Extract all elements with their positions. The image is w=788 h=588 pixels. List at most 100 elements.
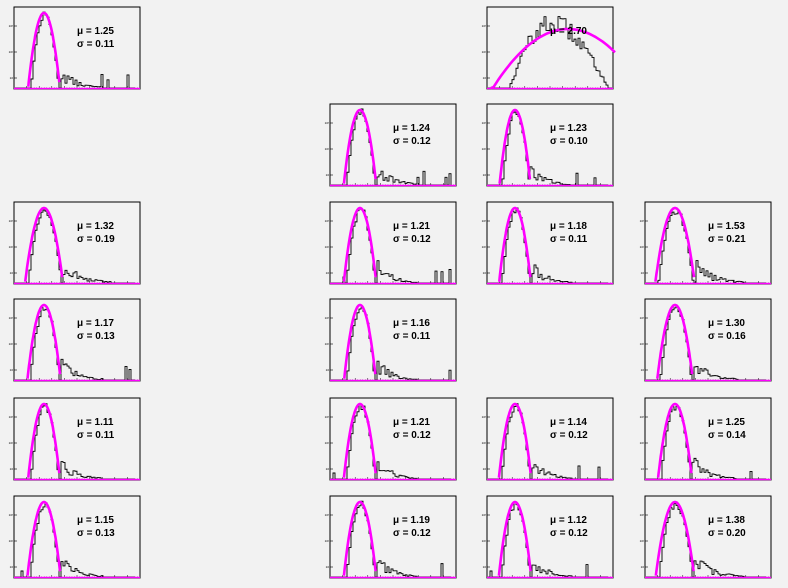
y-tick-label: 10³ (9, 24, 13, 28)
y-tick-label: 10² (325, 441, 329, 445)
sigma-label: σ = 0.12 (550, 430, 588, 441)
y-tick-label: 10³ (640, 415, 644, 419)
mu-label: μ = 1.30 (708, 318, 745, 329)
y-tick-label: 10 (326, 565, 330, 569)
mu-label: μ = 1.15 (77, 515, 114, 526)
fit-curve (654, 500, 695, 576)
panel-5-3: 10³ 10² 10 μ = 1.12 σ = 0.12 (482, 495, 614, 579)
panel-frame (486, 6, 614, 90)
histogram (646, 503, 766, 578)
fit-curve (498, 206, 532, 282)
y-tick-label: 10³ (482, 415, 486, 419)
mu-label: μ = 1.32 (77, 221, 114, 232)
y-tick-label: 10² (9, 245, 13, 249)
y-tick-label: 10³ (482, 219, 486, 223)
sigma-label: σ = 0.19 (77, 234, 115, 245)
mu-label: μ = 1.25 (77, 26, 114, 37)
histogram (488, 111, 608, 186)
sigma-label: σ = 0.12 (393, 430, 431, 441)
y-tick-label: 10 (641, 368, 645, 372)
y-tick-label: 10² (482, 245, 486, 249)
y-tick-label: 10 (326, 271, 330, 275)
y-tick-label: 10³ (325, 415, 329, 419)
y-tick-label: 10² (640, 245, 644, 249)
y-tick-label: 10 (641, 467, 645, 471)
y-tick-label: 10 (10, 76, 14, 80)
y-tick-label: 10 (326, 368, 330, 372)
sigma-label: σ = 0.16 (708, 331, 746, 342)
mu-label: μ = 1.21 (393, 221, 430, 232)
mu-label: μ = 1.25 (708, 417, 745, 428)
y-tick-label: 10 (483, 173, 487, 177)
sigma-label: σ = 0.21 (708, 234, 746, 245)
y-tick-label: 10 (483, 271, 487, 275)
panel-4-3: 10³ 10² 10 μ = 1.14 σ = 0.12 (482, 397, 614, 481)
fit-curve (23, 206, 64, 282)
histogram (488, 501, 608, 578)
mu-label: μ = 1.12 (550, 515, 587, 526)
mu-label: μ = 1.53 (708, 221, 745, 232)
sigma-label: σ = 0.12 (393, 234, 431, 245)
fit-curve (26, 500, 62, 576)
y-tick-label: 10² (482, 539, 486, 543)
y-tick-label: 10 (641, 271, 645, 275)
sigma-label: σ = 0.12 (550, 528, 588, 539)
y-tick-label: 10 (10, 565, 14, 569)
panel-5-4: 10³ 10² 10 μ = 1.38 σ = 0.20 (640, 495, 772, 579)
y-tick-label: 10³ (640, 316, 644, 320)
histogram (15, 11, 135, 89)
fit-curve (490, 27, 616, 90)
y-tick-label: 10³ (9, 316, 13, 320)
histogram (646, 210, 766, 284)
fit-curve (343, 303, 377, 379)
y-tick-label: 10³ (9, 219, 13, 223)
fit-curve (342, 402, 377, 478)
y-tick-label: 10³ (482, 24, 486, 28)
mu-label: μ = 1.17 (77, 318, 114, 329)
y-tick-label: 10² (325, 539, 329, 543)
y-tick-label: 10³ (640, 513, 644, 517)
y-tick-label: 10² (325, 342, 329, 346)
y-tick-label: 10³ (9, 513, 13, 517)
panel-2-3: 10³ 10² 10 μ = 1.18 σ = 0.11 (482, 201, 614, 285)
sigma-label: σ = 0.11 (77, 430, 115, 441)
y-tick-label: 10² (482, 147, 486, 151)
fit-curve (656, 303, 694, 379)
y-tick-label: 10² (482, 441, 486, 445)
sigma-label: σ = 0.11 (550, 234, 588, 245)
panel-2-4: 10³ 10² 10 μ = 1.53 σ = 0.21 (640, 201, 772, 285)
y-tick-label: 10³ (325, 316, 329, 320)
mu-label: μ = 1.14 (550, 417, 587, 428)
mu-label: μ = 1.18 (550, 221, 587, 232)
y-tick-label: 10² (482, 50, 486, 54)
y-tick-label: 10 (10, 467, 14, 471)
y-tick-label: 10² (640, 441, 644, 445)
panel-3-0: 10³ 10² 10 μ = 1.17 σ = 0.13 (9, 298, 141, 382)
y-tick-label: 10² (9, 441, 13, 445)
mu-label: μ = 1.24 (393, 123, 430, 134)
y-tick-label: 10² (640, 539, 644, 543)
y-tick-label: 10 (10, 271, 14, 275)
y-tick-label: 10 (483, 467, 487, 471)
panel-5-2: 10³ 10² 10 μ = 1.19 σ = 0.12 (325, 495, 457, 579)
sigma-label: σ = 0.13 (77, 528, 115, 539)
mu-label: μ = 1.23 (550, 123, 587, 134)
y-tick-label: 10³ (482, 513, 486, 517)
panel-1-3: 10³ 10² 10 μ = 1.23 σ = 0.10 (482, 103, 614, 187)
mu-label: μ = 1.11 (77, 417, 114, 428)
y-tick-label: 10 (483, 76, 487, 80)
mu-label: μ = 2.70 (550, 26, 587, 37)
fit-curve (656, 402, 693, 478)
panel-3-2: 10³ 10² 10 μ = 1.16 σ = 0.11 (325, 298, 457, 382)
sigma-label: σ = 0.12 (393, 136, 431, 147)
y-tick-label: 10 (326, 467, 330, 471)
y-tick-label: 10³ (9, 415, 13, 419)
sigma-label: σ = 0.13 (77, 331, 115, 342)
fit-curve (342, 500, 377, 576)
y-tick-label: 10² (9, 342, 13, 346)
panel-3-4: 10³ 10² 10 μ = 1.30 σ = 0.16 (640, 298, 772, 382)
mu-label: μ = 1.19 (393, 515, 430, 526)
panel-0-0: 10³ 10² 10 μ = 1.25 σ = 0.11 (9, 6, 141, 90)
y-tick-label: 10 (641, 565, 645, 569)
